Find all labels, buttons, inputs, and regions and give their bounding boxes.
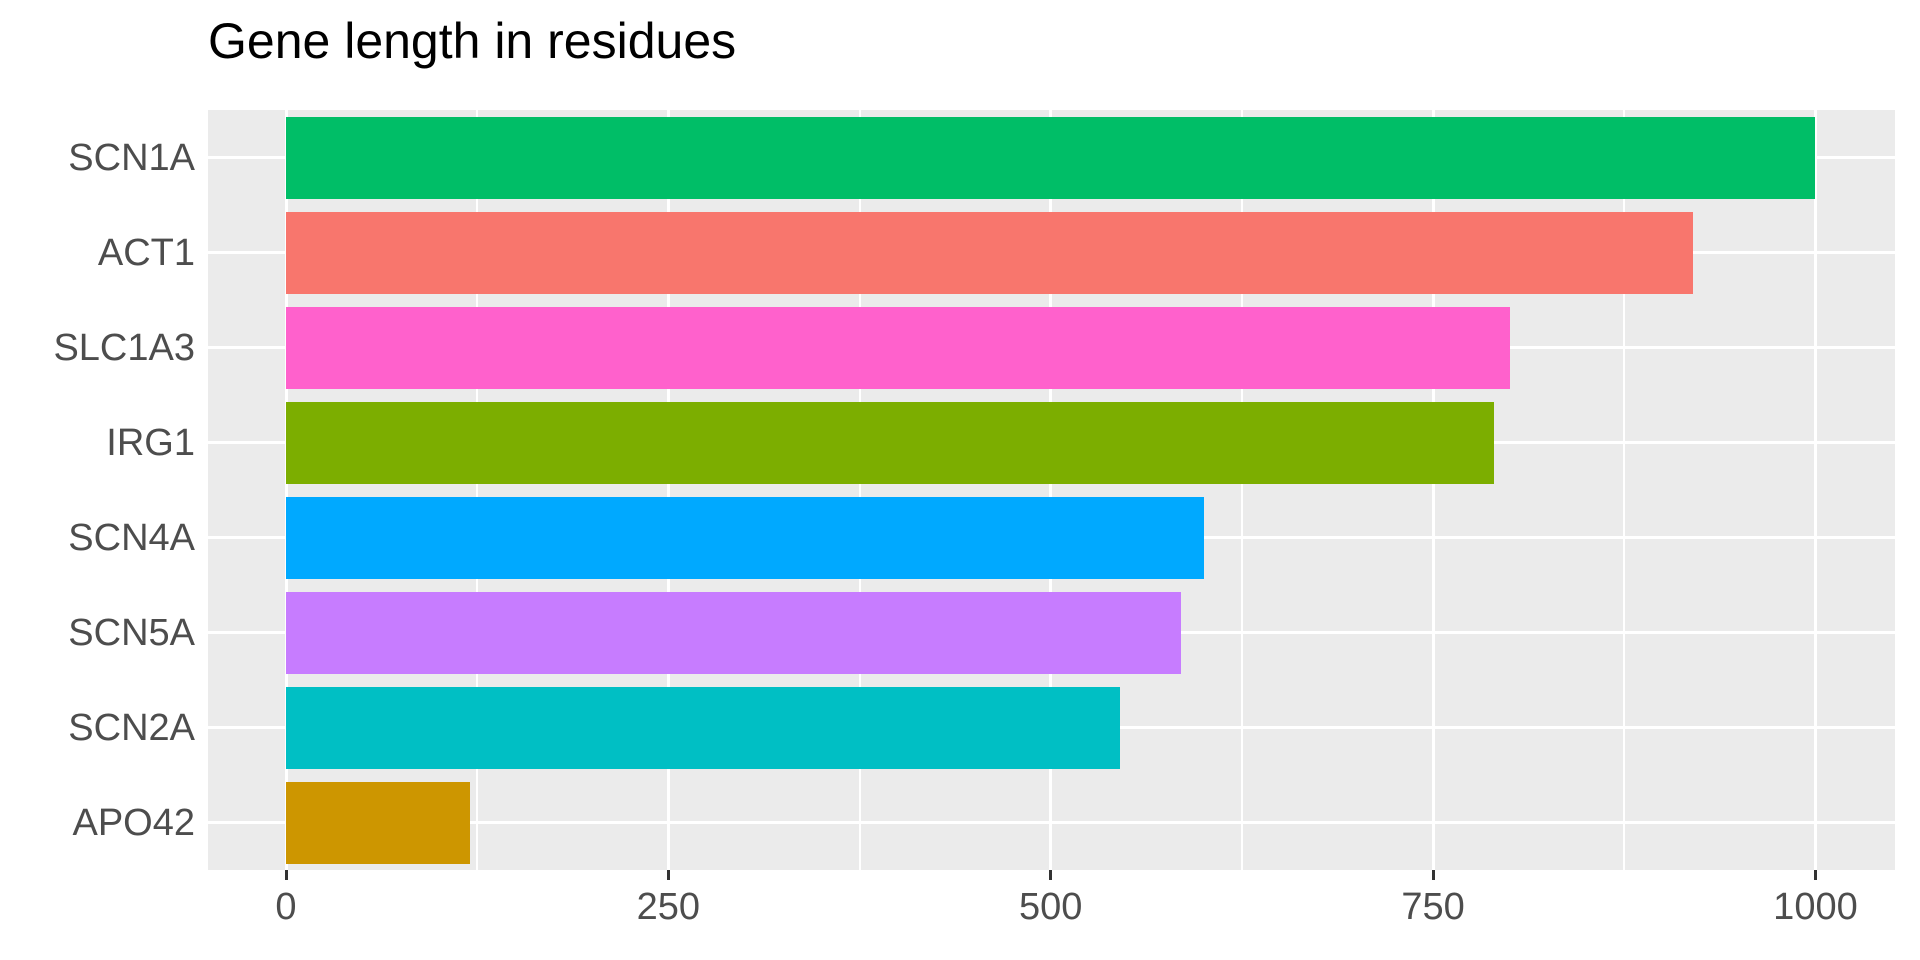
x-axis-tick-mark: [1431, 870, 1435, 880]
y-axis-label-scn4a: SCN4A: [68, 516, 195, 559]
plot-panel: [208, 110, 1895, 870]
y-axis-label-act1: ACT1: [97, 231, 195, 274]
bar-slc1a3: [286, 306, 1510, 389]
y-axis-label-scn1a: SCN1A: [68, 136, 195, 179]
y-axis-label-apo42: APO42: [72, 801, 195, 844]
chart-title: Gene length in residues: [208, 13, 737, 69]
bar-scn4a: [286, 496, 1204, 579]
gridline-minor-vertical: [1623, 110, 1626, 870]
x-axis-tick-mark: [284, 870, 288, 880]
gridline-minor-vertical: [858, 110, 861, 870]
x-axis-tick-label: 0: [275, 886, 297, 928]
x-axis-tick-label: 1000: [1773, 886, 1858, 928]
x-axis-tick-mark: [1049, 870, 1053, 880]
gridline-major-vertical: [1049, 110, 1053, 870]
bar-scn5a: [286, 591, 1181, 674]
bar-scn2a: [286, 686, 1120, 769]
bar-irg1: [286, 401, 1495, 484]
gridline-major-vertical: [1813, 110, 1817, 870]
y-axis-label-slc1a3: SLC1A3: [53, 326, 195, 369]
x-axis-tick-label: 250: [636, 886, 701, 928]
bar-scn1a: [286, 116, 1816, 199]
gridline-major-vertical: [666, 110, 670, 870]
x-axis-tick-mark: [1813, 870, 1817, 880]
gridline-major-vertical: [284, 110, 288, 870]
gridline-minor-vertical: [476, 110, 479, 870]
gridline-major-vertical: [1431, 110, 1435, 870]
gridline-major-horizontal: [208, 821, 1895, 824]
y-axis-label-irg1: IRG1: [106, 421, 195, 464]
y-axis-label-scn5a: SCN5A: [68, 611, 195, 654]
bar-apo42: [286, 781, 470, 864]
bar-act1: [286, 211, 1694, 294]
x-axis-tick-label: 500: [1019, 886, 1083, 928]
gridline-minor-vertical: [1240, 110, 1243, 870]
x-axis-tick-label: 750: [1401, 886, 1465, 928]
x-axis-tick-mark: [666, 870, 670, 880]
y-axis-label-scn2a: SCN2A: [68, 706, 195, 749]
